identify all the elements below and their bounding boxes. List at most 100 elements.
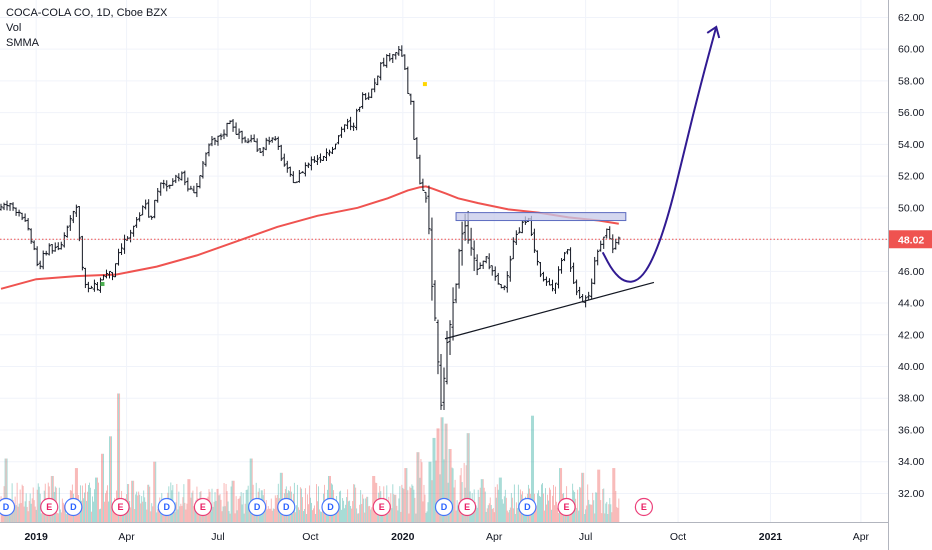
volume-bar: [558, 512, 560, 522]
volume-bar: [309, 497, 311, 522]
volume-bar: [112, 508, 114, 522]
ohlc-bar: [330, 146, 335, 155]
volume-bar: [117, 393, 119, 522]
volume-bar: [307, 504, 309, 522]
ohlc-bar: [17, 209, 21, 217]
ohlc-bar: [297, 170, 301, 183]
earnings-marker[interactable]: E: [372, 497, 391, 517]
event-circle: [557, 497, 576, 517]
volume-bar: [146, 509, 148, 522]
volume-bar: [457, 505, 459, 522]
volume-bar: [60, 512, 62, 522]
volume-bar: [99, 509, 100, 522]
dividend-marker[interactable]: D: [277, 497, 296, 517]
volume-bar: [371, 507, 373, 522]
volume-bar: [550, 489, 551, 522]
volume-bar: [222, 506, 224, 522]
ohlc-bar: [291, 171, 295, 184]
time-axis[interactable]: 2019 Apr Jul Oct 2020 Apr Jul Oct 2021 Apr: [24, 531, 869, 543]
earnings-marker[interactable]: E: [40, 497, 59, 517]
volume-bar: [81, 485, 83, 522]
volume-bar: [551, 509, 552, 522]
volume-bar: [131, 480, 133, 522]
dividend-marker[interactable]: D: [0, 497, 16, 517]
volume-legend[interactable]: Vol: [6, 22, 22, 34]
volume-bar: [322, 510, 323, 522]
dividend-marker[interactable]: D: [248, 497, 267, 517]
volume-bar: [599, 469, 601, 522]
event-circle: [0, 497, 16, 517]
volume-bar: [59, 509, 61, 522]
volume-bar: [608, 504, 610, 522]
dividend-marker[interactable]: D: [64, 497, 83, 517]
ohlc-bar: [228, 120, 232, 125]
smma-legend[interactable]: SMMA: [6, 37, 39, 49]
event-letter: D: [70, 502, 77, 512]
volume-bar: [441, 417, 443, 522]
volume-bar: [217, 488, 219, 522]
volume-bar: [210, 511, 212, 522]
ohlc-bar: [104, 269, 109, 279]
ohlc-bar: [150, 215, 154, 220]
volume-bar: [423, 484, 425, 522]
volume-bar: [445, 423, 447, 522]
earnings-marker[interactable]: E: [111, 497, 130, 517]
volume-bar: [605, 503, 607, 522]
volume-bar: [145, 501, 147, 522]
volume-bar: [36, 489, 38, 522]
ohlc-bar: [237, 128, 241, 139]
volume-bar: [404, 468, 406, 522]
volume-bar: [463, 462, 465, 522]
dividend-marker[interactable]: D: [157, 497, 176, 517]
volume-bar: [429, 461, 431, 522]
earnings-marker[interactable]: E: [557, 497, 576, 517]
ohlc-bar: [388, 52, 392, 62]
volume-bar: [274, 495, 276, 522]
volume-bar: [219, 494, 221, 522]
volume-bar: [436, 428, 438, 522]
dividend-marker[interactable]: D: [434, 497, 454, 517]
ohlc-bar: [0, 203, 3, 211]
price-tick-label: 56.00: [898, 107, 924, 119]
signal-marker: [422, 82, 427, 87]
ohlc-bar: [312, 156, 317, 163]
ohlc-bar: [409, 93, 413, 105]
volume-bar: [74, 468, 76, 522]
volume-bar: [476, 507, 478, 522]
ohlc-bar: [568, 247, 573, 272]
volume-bar: [393, 494, 395, 522]
volume-bar: [577, 489, 579, 522]
volume-bar: [617, 507, 619, 522]
volume-bar: [164, 513, 166, 522]
symbol-title[interactable]: COCA-COLA CO, 1D, Cboe BZX: [6, 7, 168, 19]
volume-bar: [34, 506, 36, 522]
ohlc-bar: [442, 367, 446, 410]
time-tick-label: Apr: [486, 531, 503, 543]
volume-bar: [249, 458, 251, 522]
volume-bar: [134, 509, 136, 522]
volume-bar: [318, 486, 319, 522]
volume-bar: [495, 497, 497, 522]
earnings-marker[interactable]: E: [634, 497, 654, 517]
ohlc-bar: [321, 155, 326, 161]
dividend-marker[interactable]: D: [321, 497, 340, 517]
ohlc-bar: [532, 228, 537, 253]
volume-bar: [494, 486, 496, 522]
volume-bar: [456, 500, 458, 522]
dividend-marker[interactable]: D: [518, 497, 537, 517]
volume-bar: [485, 511, 487, 522]
ohlc-bar: [92, 279, 97, 292]
volume-bar: [559, 468, 561, 522]
drawings[interactable]: [0, 25, 888, 340]
volume-bar: [372, 475, 374, 522]
volume-bar: [533, 415, 534, 522]
earnings-marker[interactable]: E: [193, 497, 213, 517]
volume-bar: [183, 484, 185, 522]
volume-bar: [377, 510, 379, 522]
volume-bar: [570, 508, 572, 522]
volume-bar: [516, 507, 518, 522]
price-axis[interactable]: 62.0060.0058.0056.0054.0052.0050.0048.00…: [889, 12, 932, 500]
earnings-marker[interactable]: E: [458, 497, 477, 517]
